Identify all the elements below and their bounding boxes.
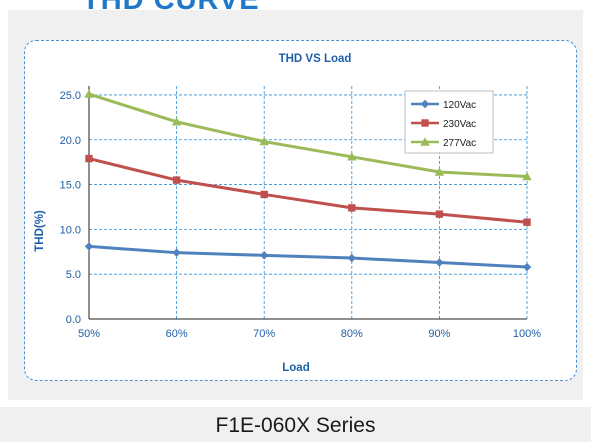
x-tick-label: 90% [428, 328, 450, 340]
tick-label-layer: 0.0 5.0 10.0 15.0 20.0 25.0 50% 60% 70% 80% 90% 100… [60, 90, 542, 340]
legend-label: 120Vac [443, 100, 476, 111]
data-point [435, 258, 444, 267]
series-layer [84, 89, 532, 272]
y-tick-label: 0.0 [66, 314, 81, 326]
x-tick-label: 100% [513, 328, 541, 340]
legend-label: 230Vac [443, 119, 476, 130]
series-230Vac [85, 154, 531, 226]
data-point [260, 251, 269, 260]
x-axis-label: Load [282, 362, 309, 374]
data-point [172, 248, 181, 257]
data-point [434, 167, 445, 176]
series-line [88, 92, 528, 179]
x-tick-label: 60% [166, 328, 188, 340]
legend-item: 230Vac [411, 119, 476, 130]
data-point [84, 89, 94, 98]
y-tick-label: 25.0 [60, 90, 81, 102]
data-point [171, 117, 182, 126]
data-point [172, 176, 181, 184]
chart-title: THD VS Load [279, 53, 352, 65]
x-tick-label: 50% [78, 328, 100, 340]
data-point [259, 136, 269, 146]
series-line [88, 157, 528, 224]
y-tick-label: 5.0 [66, 269, 81, 281]
data-point [523, 218, 531, 226]
y-tick-label: 15.0 [60, 180, 81, 192]
chart-legend: 120Vac 230Vac 277Vac [404, 90, 494, 154]
y-tick-label: 20.0 [60, 135, 81, 147]
legend-label: 277Vac [443, 138, 476, 149]
y-axis-label: THD(%) [34, 210, 46, 252]
footer-band [0, 407, 591, 442]
legend-marker [420, 137, 430, 146]
data-point [435, 210, 444, 218]
axis-layer [88, 86, 527, 320]
data-point [347, 253, 356, 263]
data-point [522, 171, 532, 181]
data-point [84, 242, 94, 251]
series-caption: F1E-060X Series [215, 414, 376, 437]
data-point [85, 154, 93, 163]
chart-frame: THD VS Load THD(%) Load 0.0 5.0 10.0 15.0 20… [24, 40, 577, 381]
x-tick-label: 80% [341, 328, 363, 340]
data-point [522, 262, 532, 272]
legend-item: 277Vac [411, 137, 476, 149]
legend-marker [421, 119, 429, 127]
series-277Vac [84, 89, 532, 181]
x-tick-label: 70% [253, 328, 275, 340]
legend-item: 120Vac [411, 99, 476, 111]
data-point [347, 152, 357, 161]
legend-marker [420, 99, 430, 109]
chart-svg: THD VS Load THD(%) Load 0.0 5.0 10.0 15.0 20… [34, 53, 542, 374]
series-line [88, 244, 528, 269]
y-tick-label: 10.0 [60, 224, 81, 236]
data-point [348, 204, 356, 212]
data-point [260, 190, 268, 199]
series-120Vac [84, 242, 532, 272]
